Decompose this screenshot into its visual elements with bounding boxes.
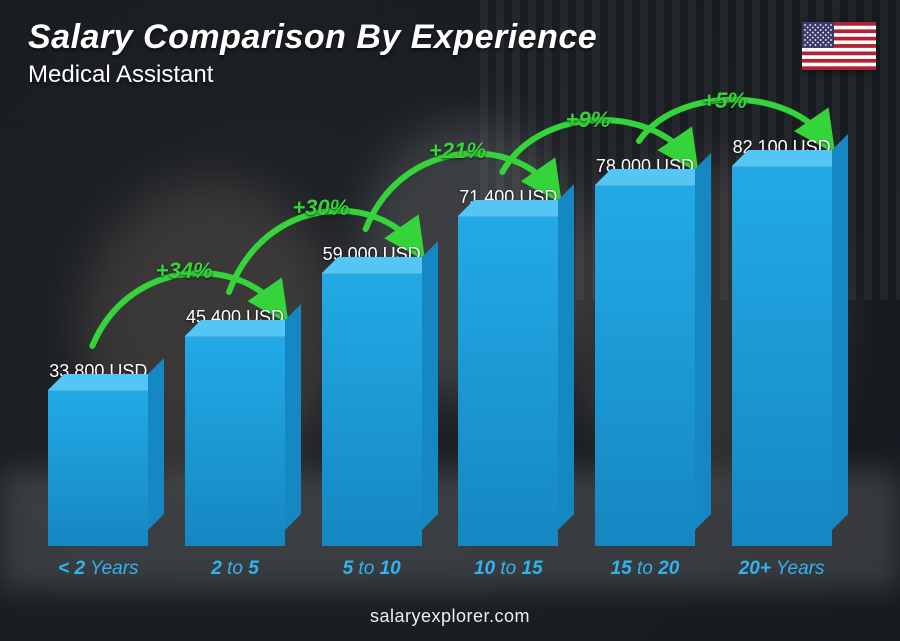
bar-side [422, 241, 438, 530]
bar-side [285, 304, 301, 530]
category-label: 2 to 5 [175, 558, 295, 580]
bar-side [832, 134, 848, 530]
bars-container: 33,800 USD 45,400 USD 59,000 USD 71,400 … [30, 120, 850, 546]
increment-percent: +9% [566, 107, 611, 133]
categories-row: < 2 Years 2 to 5 5 to 10 10 to 15 15 to 20 20… [30, 558, 850, 580]
category-label: 5 to 10 [312, 558, 432, 580]
increment-percent: +30% [292, 195, 349, 221]
footer-credit: salaryexplorer.com [0, 606, 900, 627]
bar-top [48, 374, 164, 390]
title-block: Salary Comparison By Experience Medical … [28, 18, 597, 89]
increment-percent: +5% [702, 88, 747, 114]
increment-percent: +34% [156, 258, 213, 284]
infographic-stage: Salary Comparison By Experience Medical … [0, 0, 900, 641]
bar-top [458, 200, 574, 216]
page-title: Salary Comparison By Experience [28, 18, 597, 57]
bar-side [148, 358, 164, 530]
bar-side [558, 184, 574, 530]
bar-front [322, 273, 422, 546]
bar: 82,100 USD [722, 137, 842, 546]
bar-front [185, 336, 285, 546]
bar-front [458, 216, 558, 546]
category-label: 20+ Years [722, 558, 842, 580]
bar: 59,000 USD [312, 244, 432, 546]
bar-top [732, 150, 848, 166]
bar: 45,400 USD [175, 307, 295, 546]
category-label: 10 to 15 [448, 558, 568, 580]
bar-top [185, 320, 301, 336]
category-label: 15 to 20 [585, 558, 705, 580]
us-flag-icon [802, 22, 876, 70]
bar-side [695, 153, 711, 530]
bar-front [48, 390, 148, 546]
page-subtitle: Medical Assistant [28, 61, 597, 89]
bar: 78,000 USD [585, 156, 705, 546]
bar: 33,800 USD [38, 361, 158, 546]
bar-top [322, 257, 438, 273]
bar-top [595, 169, 711, 185]
salary-bar-chart: 33,800 USD 45,400 USD 59,000 USD 71,400 … [30, 120, 850, 580]
bar-front [595, 185, 695, 546]
bar-front [732, 166, 832, 546]
category-label: < 2 Years [38, 558, 158, 580]
increment-percent: +21% [429, 138, 486, 164]
bar: 71,400 USD [448, 187, 568, 546]
